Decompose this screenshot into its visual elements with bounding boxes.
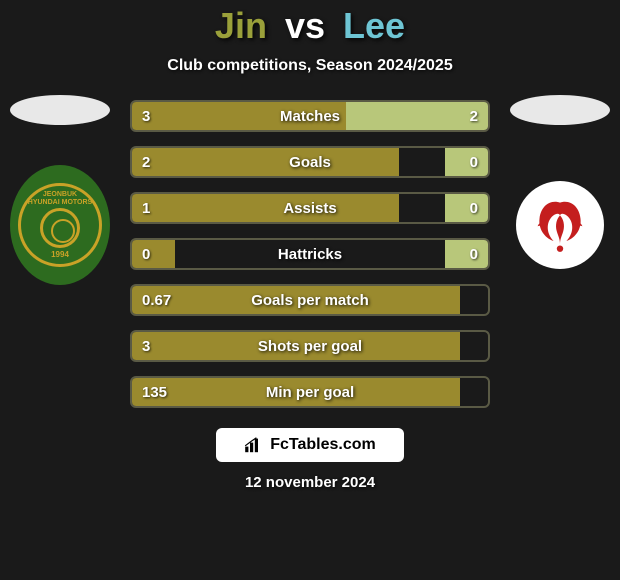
crest1-line2: HYUNDAI MOTORS [28,199,92,207]
stat-bar-right-fill [445,240,488,268]
player1-column: JEONBUK HYUNDAI MOTORS 1994 [10,95,110,285]
stat-row: 0 0 Hattricks [130,238,490,270]
crest1-text: JEONBUK HYUNDAI MOTORS [28,191,92,206]
stat-row: 135 Min per goal [130,376,490,408]
crest1-year: 1994 [51,250,69,259]
stat-bar-right-fill [346,102,488,130]
stat-bar-left-fill [132,194,399,222]
title: Jin vs Lee [0,5,620,47]
crest1-swirl-icon [40,208,80,248]
stat-bar-gap [460,286,488,314]
stat-label: Goals per match [251,292,369,309]
player2-silhouette [510,95,610,125]
stat-value-left: 2 [142,154,150,171]
stat-value-left: 3 [142,108,150,125]
stat-bar-gap [460,332,488,360]
bars-icon [244,437,264,453]
stat-value-left: 3 [142,338,150,355]
stat-bar-gap [399,148,445,176]
stat-row: 0.67 Goals per match [130,284,490,316]
stat-value-left: 1 [142,200,150,217]
stat-bar-gap [399,194,445,222]
stat-bar-left-fill [132,148,399,176]
stat-value-left: 0 [142,246,150,263]
stat-value-right: 0 [470,154,478,171]
stat-label: Assists [283,200,336,217]
player2-crest [516,181,604,269]
crest2-inner [522,187,598,263]
stats-list: 3 2 Matches 2 0 Goals 1 0 Assists 0 0 Hattricks 0.67… [130,95,490,408]
site-name: FcTables.com [270,436,376,454]
stat-row: 3 Shots per goal [130,330,490,362]
crest1-line1: JEONBUK [28,191,92,199]
footer: FcTables.com 12 november 2024 [0,428,620,491]
stat-row: 3 2 Matches [130,100,490,132]
title-vs: vs [285,5,325,46]
main-area: JEONBUK HYUNDAI MOTORS 1994 3 2 Matches 2 0 G… [0,95,620,408]
stat-bar-gap [460,378,488,406]
stat-bar-right-fill [445,148,488,176]
crest1-ring: JEONBUK HYUNDAI MOTORS 1994 [18,183,102,267]
stat-value-right: 2 [470,108,478,125]
player1-crest: JEONBUK HYUNDAI MOTORS 1994 [10,165,110,285]
comparison-card: Jin vs Lee Club competitions, Season 202… [0,0,620,580]
title-player2: Lee [343,5,405,46]
date: 12 november 2024 [245,474,375,491]
stat-value-right: 0 [470,246,478,263]
subtitle: Club competitions, Season 2024/2025 [0,57,620,75]
site-badge[interactable]: FcTables.com [216,428,404,462]
stat-label: Hattricks [278,246,342,263]
player2-column [510,95,610,269]
stat-label: Goals [289,154,331,171]
stat-label: Min per goal [266,384,354,401]
stat-row: 1 0 Assists [130,192,490,224]
title-player1: Jin [215,5,267,46]
stat-bar-left-fill [132,240,175,268]
stat-row: 2 0 Goals [130,146,490,178]
stat-label: Matches [280,108,340,125]
stat-value-left: 135 [142,384,167,401]
stat-label: Shots per goal [258,338,362,355]
stat-bar-right-fill [445,194,488,222]
stat-value-right: 0 [470,200,478,217]
phoenix-icon [528,193,592,257]
player1-silhouette [10,95,110,125]
stat-value-left: 0.67 [142,292,171,309]
